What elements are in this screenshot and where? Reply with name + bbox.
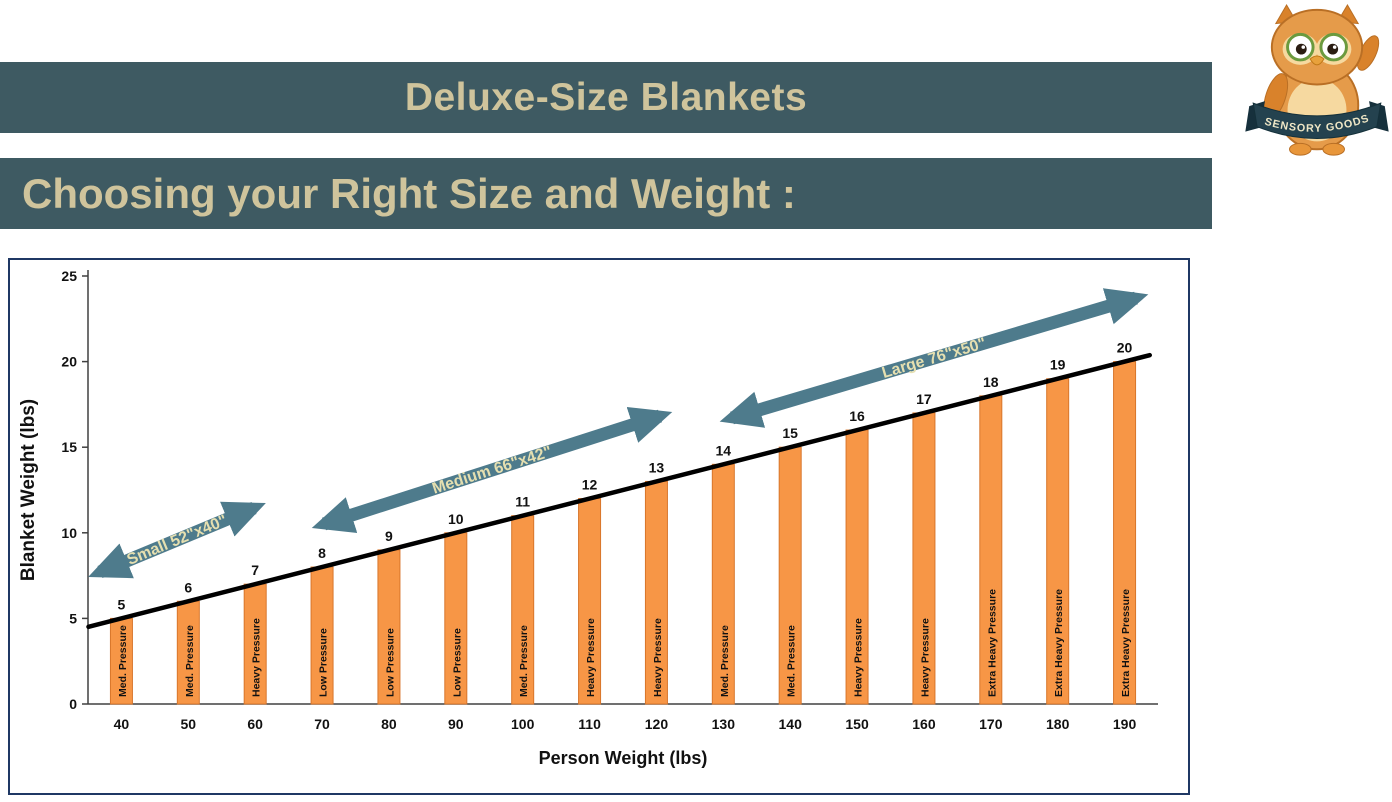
bar-pressure-label: Low Pressure	[318, 628, 330, 697]
size-arrow	[88, 501, 266, 579]
bar-pressure-label: Extra Heavy Pressure	[1120, 589, 1132, 697]
bar-pressure-label: Extra Heavy Pressure	[1053, 589, 1065, 697]
x-tick-label: 180	[1046, 716, 1070, 732]
x-tick-label: 150	[845, 716, 869, 732]
size-arrow-label: Medium 66"x42"	[430, 443, 554, 497]
page-title: Deluxe-Size Blankets	[404, 76, 808, 119]
y-tick-label: 10	[61, 525, 77, 541]
x-tick-label: 190	[1113, 716, 1137, 732]
bar-pressure-label: Med. Pressure	[719, 625, 731, 697]
bar-pressure-label: Heavy Pressure	[919, 618, 931, 697]
sensory-goods-logo: SENSORY GOODS	[1243, 2, 1391, 164]
bar-pressure-label: Low Pressure	[451, 628, 463, 697]
bar-value-label: 13	[649, 459, 665, 475]
size-arrow	[719, 288, 1149, 428]
x-tick-label: 60	[247, 716, 263, 732]
owl-pupil	[1327, 43, 1339, 55]
bar-value-label: 17	[916, 391, 932, 407]
bar-pressure-label: Heavy Pressure	[251, 618, 263, 697]
bar-pressure-label: Heavy Pressure	[652, 618, 664, 697]
logo-ribbon	[1252, 102, 1382, 139]
bar-value-label: 8	[318, 545, 326, 561]
bar-value-label: 12	[582, 477, 598, 493]
bar-pressure-label: Med. Pressure	[518, 625, 530, 697]
owl-foot	[1289, 142, 1312, 156]
x-tick-label: 160	[912, 716, 936, 732]
y-axis-title: Blanket Weight (lbs)	[18, 399, 39, 581]
bar-pressure-label: Med. Pressure	[786, 625, 798, 697]
bar-pressure-label: Heavy Pressure	[853, 618, 865, 697]
x-tick-label: 80	[381, 716, 397, 732]
x-tick-label: 100	[511, 716, 535, 732]
bar-value-label: 19	[1050, 357, 1066, 373]
owl-foot	[1322, 142, 1345, 156]
y-tick-label: 5	[69, 610, 77, 626]
size-arrow-label: Small 52"x40"	[125, 512, 230, 569]
bar-value-label: 10	[448, 511, 464, 527]
y-tick-label: 20	[61, 354, 77, 370]
owl-eye-highlight	[1301, 45, 1306, 49]
x-tick-label: 110	[578, 716, 601, 732]
bar-value-label: 14	[716, 442, 732, 458]
bar-value-label: 11	[515, 494, 530, 510]
subtitle-banner: Choosing your Right Size and Weight :	[0, 158, 1212, 229]
bar-value-label: 5	[118, 596, 126, 612]
x-tick-label: 90	[448, 716, 464, 732]
x-tick-label: 170	[979, 716, 1003, 732]
bar-pressure-label: Extra Heavy Pressure	[986, 589, 998, 697]
chart-canvas: 0 5 10 15 20 25 Blanket Weight (lbs) Person Wei…	[18, 268, 1158, 768]
y-tick-label: 0	[69, 696, 77, 712]
x-tick-label: 70	[314, 716, 330, 732]
owl-eye-highlight	[1332, 45, 1337, 49]
bar-value-label: 6	[184, 579, 192, 595]
title-banner: Deluxe-Size Blankets	[0, 62, 1212, 133]
bar-value-label: 15	[782, 425, 798, 441]
bar-value-label: 7	[251, 562, 259, 578]
size-arrow-label: Large 76"x50"	[880, 335, 988, 382]
size-arrow	[311, 406, 673, 534]
x-tick-label: 40	[114, 716, 130, 732]
bar-pressure-label: Med. Pressure	[117, 625, 129, 697]
owl-mascot-icon: SENSORY GOODS	[1245, 3, 1389, 156]
y-tick-label: 15	[61, 439, 77, 455]
x-axis-title: Person Weight (lbs)	[539, 748, 708, 768]
blanket-weight-chart: 0 5 10 15 20 25 Blanket Weight (lbs) Person Wei…	[8, 258, 1190, 795]
bar-pressure-label: Heavy Pressure	[585, 618, 597, 697]
owl-beak	[1309, 55, 1325, 66]
x-tick-label: 50	[181, 716, 197, 732]
bar-pressure-label: Low Pressure	[384, 628, 396, 697]
bar-value-label: 16	[849, 408, 865, 424]
page-subtitle: Choosing your Right Size and Weight :	[22, 169, 796, 217]
bar-pressure-label: Med. Pressure	[184, 625, 196, 697]
owl-pupil	[1295, 43, 1307, 55]
x-tick-label: 140	[779, 716, 803, 732]
bar-value-label: 20	[1117, 340, 1133, 356]
y-tick-label: 25	[61, 268, 77, 284]
x-tick-label: 120	[645, 716, 669, 732]
bar-value-label: 18	[983, 374, 999, 390]
x-tick-label: 130	[712, 716, 736, 732]
bar-value-label: 9	[385, 528, 393, 544]
